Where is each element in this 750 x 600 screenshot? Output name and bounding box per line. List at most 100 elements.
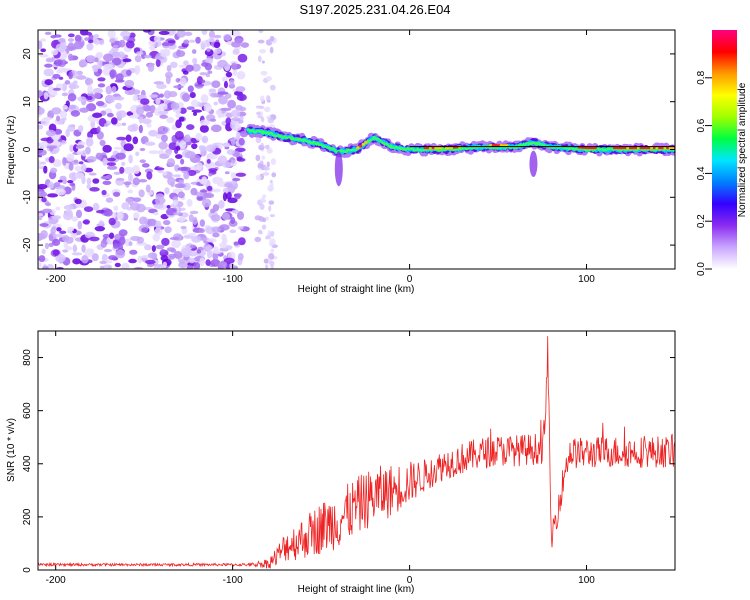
noise-blob <box>85 146 91 155</box>
noise-blob <box>44 242 49 250</box>
noise-blob <box>183 39 190 45</box>
noise-blob <box>192 111 198 117</box>
snr-x-tick-label: 0 <box>407 575 413 586</box>
noise-blob <box>196 162 203 171</box>
ridge-peak <box>499 144 503 147</box>
noise-blob <box>204 62 213 71</box>
noise-blob <box>113 146 124 150</box>
noise-blob <box>194 83 205 87</box>
noise-blob <box>149 45 156 51</box>
noise-blob <box>213 246 219 254</box>
noise-blob <box>99 139 106 147</box>
noise-blob <box>235 38 244 43</box>
noise-blob <box>66 153 75 162</box>
noise-blob <box>115 152 126 160</box>
noise-blob <box>50 34 57 39</box>
noise-blob <box>43 92 49 100</box>
noise-blob <box>263 258 269 264</box>
noise-blob <box>158 141 168 150</box>
spectrogram-x-label: Height of straight line (km) <box>298 284 415 295</box>
noise-blob <box>266 95 271 102</box>
noise-blob <box>144 141 156 146</box>
noise-blob <box>121 262 130 269</box>
noise-blob <box>191 109 203 113</box>
noise-blob <box>180 158 185 165</box>
noise-blob <box>87 39 94 44</box>
ridge-peak <box>356 146 360 150</box>
spectrogram-x-ticks: -200 -100 0 100 <box>46 30 595 285</box>
snr-frame <box>37 330 676 571</box>
noise-blob <box>116 110 127 118</box>
noise-blob <box>136 236 144 244</box>
noise-blob <box>82 219 90 225</box>
snr-series-line <box>38 336 675 569</box>
noise-blob <box>62 104 68 110</box>
noise-blob <box>263 166 268 171</box>
noise-blob <box>154 196 166 205</box>
noise-blob <box>88 236 100 242</box>
noise-blob <box>110 117 118 125</box>
noise-blob <box>161 134 168 143</box>
noise-blob <box>256 111 261 115</box>
noise-blob <box>175 50 186 58</box>
noise-blob <box>258 230 263 235</box>
noise-blob <box>122 58 132 63</box>
noise-blob <box>217 91 229 95</box>
noise-blob <box>269 84 276 91</box>
noise-blob <box>187 232 197 237</box>
noise-blob <box>217 59 228 68</box>
noise-blob <box>121 202 130 210</box>
noise-blob <box>55 253 66 263</box>
noise-blob <box>236 93 247 102</box>
ridge-peak <box>450 146 454 149</box>
snr-x-tick-label: -100 <box>223 575 243 586</box>
ridge-peak <box>439 146 443 150</box>
noise-blob <box>149 105 156 114</box>
noise-blob <box>153 35 161 43</box>
snr-y-tick-label: 800 <box>22 349 33 366</box>
noise-blob <box>230 172 238 179</box>
noise-blob <box>68 162 74 171</box>
noise-blob <box>144 244 152 251</box>
noise-blob <box>178 64 187 68</box>
noise-blob <box>236 71 246 80</box>
noise-blob <box>162 220 171 226</box>
noise-blob <box>225 71 233 78</box>
noise-blob <box>212 176 223 185</box>
noise-blob <box>225 191 232 200</box>
noise-blob <box>140 255 150 259</box>
noise-blob <box>86 43 94 51</box>
noise-blob <box>190 99 199 108</box>
noise-blob <box>61 83 68 92</box>
noise-blob <box>255 174 262 181</box>
noise-blob <box>78 125 84 133</box>
noise-blob <box>83 206 94 213</box>
noise-blob <box>207 70 213 75</box>
noise-blob <box>259 95 265 103</box>
noise-blob <box>190 137 196 143</box>
noise-blob <box>89 187 100 192</box>
noise-blob <box>155 244 165 250</box>
noise-blob <box>196 249 202 254</box>
noise-blob <box>229 262 235 269</box>
noise-blob <box>200 94 209 103</box>
noise-blob <box>211 188 221 193</box>
noise-blob <box>69 182 76 187</box>
noise-blob <box>161 42 171 47</box>
noise-blob <box>148 40 156 46</box>
ridge-peak <box>494 144 498 147</box>
noise-blob <box>112 243 119 249</box>
noise-blob <box>129 32 136 39</box>
noise-blob <box>74 165 82 172</box>
noise-blob <box>118 39 126 48</box>
noise-blob <box>199 219 206 227</box>
noise-blob <box>128 241 133 246</box>
noise-blob <box>132 165 141 175</box>
noise-blob <box>123 143 134 152</box>
noise-blob <box>75 75 87 80</box>
colorbar: 0.0 0.2 0.4 0.6 0.8 Normalized spectral ampl… <box>696 30 748 276</box>
ridge-peak <box>636 146 640 150</box>
noise-blob <box>73 40 84 50</box>
noise-blob <box>77 96 87 102</box>
noise-blob <box>132 177 141 186</box>
